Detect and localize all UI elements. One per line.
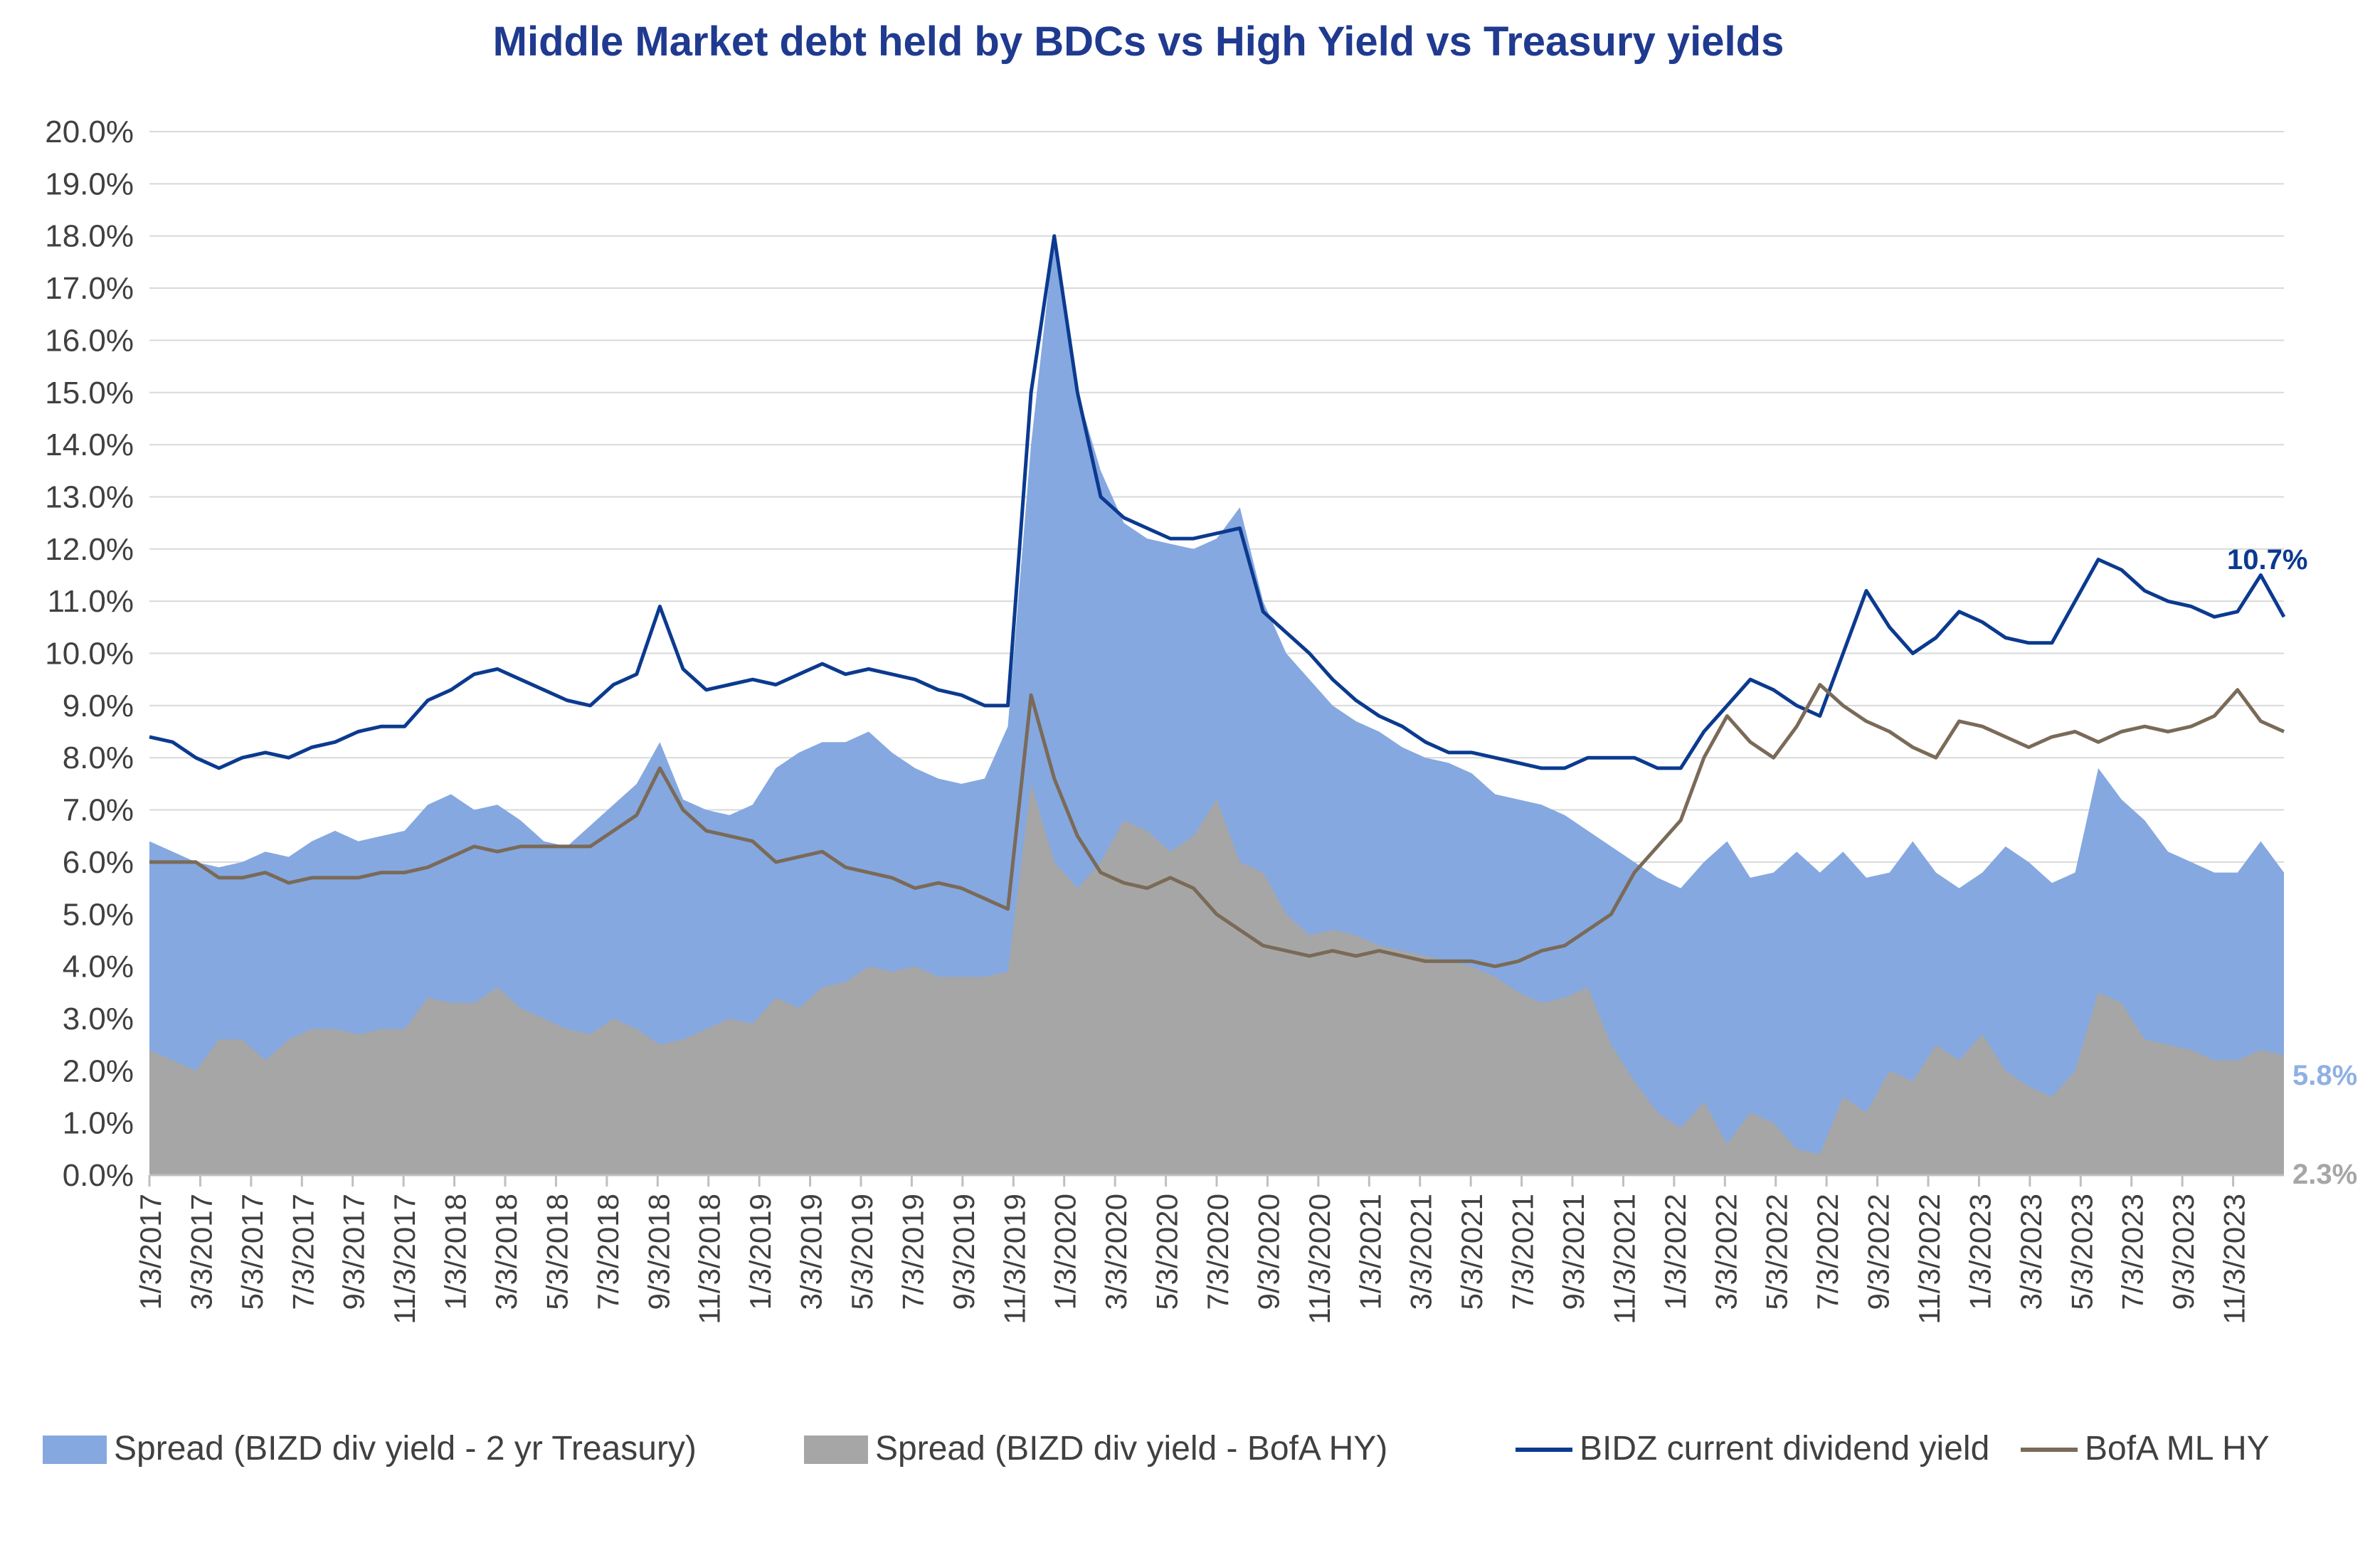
x-tick-label: 9/3/2017 [337, 1194, 371, 1310]
x-tick-label: 7/3/2023 [2116, 1194, 2149, 1310]
y-tick-label: 16.0% [45, 323, 134, 358]
x-tick-label: 9/3/2018 [642, 1194, 675, 1310]
x-tick-label: 1/3/2017 [134, 1194, 167, 1310]
x-tick-label: 3/3/2022 [1709, 1194, 1742, 1310]
x-tick-label: 1/3/2020 [1049, 1194, 1082, 1310]
legend-label: Spread (BIZD div yield - 2 yr Treasury) [114, 1430, 697, 1468]
x-tick-label: 11/3/2023 [2218, 1194, 2251, 1325]
y-tick-label: 7.0% [63, 793, 134, 828]
x-tick-label: 1/3/2018 [439, 1194, 472, 1310]
x-tick-label: 5/3/2021 [1455, 1194, 1488, 1310]
x-tick-label: 3/3/2023 [2014, 1194, 2048, 1310]
y-tick-label: 4.0% [63, 950, 134, 985]
line-series-4 [149, 683, 2285, 969]
x-axis-ticks: 1/3/2017 3/3/2017 5/3/2017 7/3/2017 9/3/2017… [134, 1194, 2251, 1325]
area-series [149, 235, 2284, 1176]
annotations: 10.7% 5.8% 2.3% [2227, 544, 2357, 1190]
x-tick-label: 3/3/2020 [1099, 1194, 1133, 1310]
x-tick-label: 11/3/2017 [388, 1194, 421, 1325]
y-tick-label: 0.0% [63, 1158, 134, 1193]
x-tick-label: 5/3/2023 [2065, 1194, 2098, 1310]
area-series-2 [149, 783, 2284, 1175]
axes [148, 1174, 2284, 1187]
legend-label: Spread (BIZD div yield - BofA HY) [875, 1430, 1387, 1468]
legend-swatch [804, 1435, 868, 1464]
chart-title: Middle Market debt held by BDCs vs High … [493, 18, 1784, 65]
y-axis-ticks: 0.0% 1.0% 2.0% 3.0% 4.0% 5.0% 6.0% 7.0% 8.0% 9.0%… [45, 115, 134, 1193]
x-tick-label: 7/3/2020 [1201, 1194, 1234, 1310]
x-tick-label: 7/3/2022 [1811, 1194, 1844, 1310]
x-tick-label: 9/3/2020 [1252, 1194, 1285, 1310]
x-tick-label: 11/3/2019 [998, 1194, 1031, 1325]
x-tick-label: 3/3/2021 [1405, 1194, 1438, 1310]
x-tick-label: 7/3/2017 [286, 1194, 319, 1310]
x-tick-label: 9/3/2023 [2167, 1194, 2200, 1310]
x-tick-label: 5/3/2022 [1760, 1194, 1794, 1310]
x-tick-label: 9/3/2021 [1557, 1194, 1590, 1310]
y-tick-label: 20.0% [45, 115, 134, 149]
x-tick-label: 11/3/2020 [1303, 1194, 1336, 1325]
y-tick-label: 5.0% [63, 897, 134, 932]
y-tick-label: 1.0% [63, 1106, 134, 1141]
x-tick-label: 9/3/2022 [1862, 1194, 1895, 1310]
x-tick-label: 9/3/2019 [947, 1194, 980, 1310]
y-tick-label: 11.0% [48, 584, 134, 619]
legend-swatch [43, 1435, 107, 1464]
y-tick-label: 17.0% [45, 271, 134, 306]
legend-label: BofA ML HY [2085, 1430, 2270, 1468]
y-tick-label: 14.0% [45, 428, 134, 462]
x-tick-label: 5/3/2019 [845, 1194, 879, 1310]
x-tick-label: 5/3/2020 [1151, 1194, 1184, 1310]
y-tick-label: 19.0% [45, 166, 134, 201]
x-tick-label: 1/3/2022 [1659, 1194, 1692, 1310]
line-series [149, 234, 2286, 969]
annotation-label: 5.8% [2292, 1060, 2357, 1091]
x-tick-label: 1/3/2021 [1353, 1194, 1387, 1310]
y-tick-label: 3.0% [63, 1002, 134, 1036]
x-tick-label: 7/3/2021 [1506, 1194, 1540, 1310]
y-tick-label: 9.0% [63, 689, 134, 723]
x-tick-label: 1/3/2023 [1963, 1194, 1996, 1310]
y-tick-label: 15.0% [45, 376, 134, 410]
y-tick-label: 10.0% [45, 637, 134, 672]
line-series-3 [149, 234, 2286, 770]
y-tick-label: 13.0% [45, 479, 134, 514]
x-tick-label: 3/3/2017 [184, 1194, 218, 1310]
x-tick-label: 3/3/2018 [490, 1194, 523, 1310]
legend: Spread (BIZD div yield - 2 yr Treasury) S… [43, 1430, 2270, 1468]
x-tick-label: 11/3/2022 [1913, 1194, 1946, 1325]
y-tick-label: 12.0% [45, 532, 134, 567]
y-tick-label: 8.0% [63, 741, 134, 775]
x-tick-label: 3/3/2019 [795, 1194, 828, 1310]
x-tick-label: 5/3/2017 [236, 1194, 269, 1310]
legend-label: BIDZ current dividend yield [1580, 1430, 1989, 1468]
x-tick-label: 7/3/2019 [896, 1194, 929, 1310]
annotation-label: 10.7% [2227, 544, 2307, 575]
y-tick-label: 6.0% [63, 845, 134, 880]
x-tick-label: 11/3/2021 [1607, 1194, 1641, 1325]
x-tick-label: 5/3/2018 [540, 1194, 573, 1310]
area-series-1 [149, 235, 2284, 1176]
y-tick-label: 2.0% [63, 1054, 134, 1088]
annotation-label: 2.3% [2292, 1159, 2357, 1190]
y-tick-label: 18.0% [45, 219, 134, 254]
x-tick-label: 7/3/2018 [591, 1194, 625, 1310]
x-tick-label: 1/3/2019 [744, 1194, 777, 1310]
x-tick-label: 11/3/2018 [693, 1194, 726, 1325]
